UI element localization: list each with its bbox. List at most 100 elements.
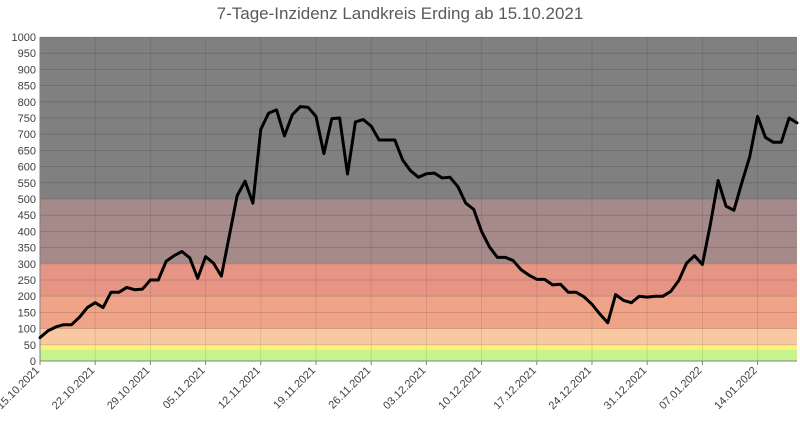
data-point-73	[614, 293, 616, 295]
data-point-13	[141, 288, 143, 290]
x-tick-label-0: 15.10.2021	[0, 365, 42, 412]
data-point-26	[244, 180, 246, 182]
data-point-62	[528, 274, 530, 276]
data-point-18	[181, 250, 183, 252]
data-point-20	[197, 277, 199, 279]
data-point-83	[693, 255, 695, 257]
y-tick-label-100: 100	[18, 324, 36, 336]
data-point-31	[283, 135, 285, 137]
y-tick-label-50: 50	[24, 340, 36, 352]
data-point-37	[331, 117, 333, 119]
data-point-70	[591, 303, 593, 305]
data-point-21	[204, 255, 206, 257]
x-tick-label-42: 26.11.2021	[326, 365, 373, 412]
data-point-80	[670, 290, 672, 292]
data-point-54	[465, 202, 467, 204]
data-point-55	[472, 208, 474, 210]
data-point-75	[630, 301, 632, 303]
data-point-69	[583, 296, 585, 298]
data-point-10	[118, 291, 120, 293]
data-point-39	[346, 173, 348, 175]
y-tick-label-250: 250	[18, 275, 36, 287]
data-point-95	[788, 117, 790, 119]
data-point-51	[441, 177, 443, 179]
y-tick-label-750: 750	[18, 113, 36, 125]
data-point-84	[701, 263, 703, 265]
data-point-36	[323, 152, 325, 154]
data-point-57	[488, 246, 490, 248]
data-point-60	[512, 259, 514, 261]
data-point-24	[228, 235, 230, 237]
data-point-79	[662, 295, 664, 297]
y-tick-label-700: 700	[18, 129, 36, 141]
y-tick-label-300: 300	[18, 259, 36, 271]
data-point-30	[275, 109, 277, 111]
data-point-22	[212, 262, 214, 264]
data-point-33	[299, 105, 301, 107]
data-point-44	[386, 139, 388, 141]
data-point-17	[173, 255, 175, 257]
data-point-49	[425, 173, 427, 175]
data-point-40	[354, 121, 356, 123]
data-point-5	[78, 316, 80, 318]
x-tick-label-77: 31.12.2021	[602, 365, 649, 412]
data-point-78	[654, 295, 656, 297]
data-point-50	[433, 172, 435, 174]
y-tick-label-350: 350	[18, 243, 36, 255]
data-point-63	[536, 278, 538, 280]
y-tick-label-500: 500	[18, 194, 36, 206]
data-point-35	[315, 115, 317, 117]
data-point-8	[102, 306, 104, 308]
y-tick-label-450: 450	[18, 210, 36, 222]
data-point-61	[520, 268, 522, 270]
data-point-68	[575, 291, 577, 293]
y-tick-label-400: 400	[18, 226, 36, 238]
data-point-34	[307, 106, 309, 108]
data-point-92	[764, 136, 766, 138]
data-point-56	[480, 230, 482, 232]
data-point-15	[157, 279, 159, 281]
y-tick-label-1000: 1000	[12, 32, 36, 44]
x-tick-label-14: 29.10.2021	[105, 365, 152, 412]
data-point-58	[496, 256, 498, 258]
data-point-94	[780, 141, 782, 143]
data-point-12	[133, 289, 135, 291]
y-tick-label-800: 800	[18, 97, 36, 109]
data-point-19	[189, 257, 191, 259]
x-tick-label-28: 12.11.2021	[216, 365, 263, 412]
data-point-96	[796, 122, 798, 124]
data-point-9	[110, 291, 112, 293]
data-point-88	[733, 209, 735, 211]
data-point-53	[457, 185, 459, 187]
data-point-52	[449, 176, 451, 178]
data-point-29	[267, 112, 269, 114]
x-tick-label-63: 17.12.2021	[491, 365, 538, 412]
data-point-45	[394, 139, 396, 141]
data-point-66	[559, 283, 561, 285]
x-tick-label-35: 19.11.2021	[271, 365, 318, 412]
data-point-82	[685, 262, 687, 264]
data-point-59	[504, 256, 506, 258]
y-tick-label-850: 850	[18, 81, 36, 93]
data-point-64	[543, 278, 545, 280]
data-point-27	[252, 202, 254, 204]
data-point-89	[741, 182, 743, 184]
data-point-87	[725, 205, 727, 207]
x-tick-label-91: 14.01.2022	[712, 365, 759, 412]
data-point-28	[260, 128, 262, 130]
data-point-6	[86, 306, 88, 308]
x-tick-label-56: 10.12.2021	[436, 365, 483, 412]
data-point-91	[756, 115, 758, 117]
x-tick-label-49: 03.12.2021	[381, 365, 428, 412]
data-point-2	[55, 326, 57, 328]
data-point-43	[378, 139, 380, 141]
data-point-67	[567, 291, 569, 293]
y-tick-label-600: 600	[18, 162, 36, 174]
data-point-42	[370, 125, 372, 127]
band-50-100	[40, 329, 797, 345]
band-0-35	[40, 350, 797, 361]
x-tick-label-84: 07.01.2022	[657, 365, 704, 412]
data-point-85	[709, 224, 711, 226]
